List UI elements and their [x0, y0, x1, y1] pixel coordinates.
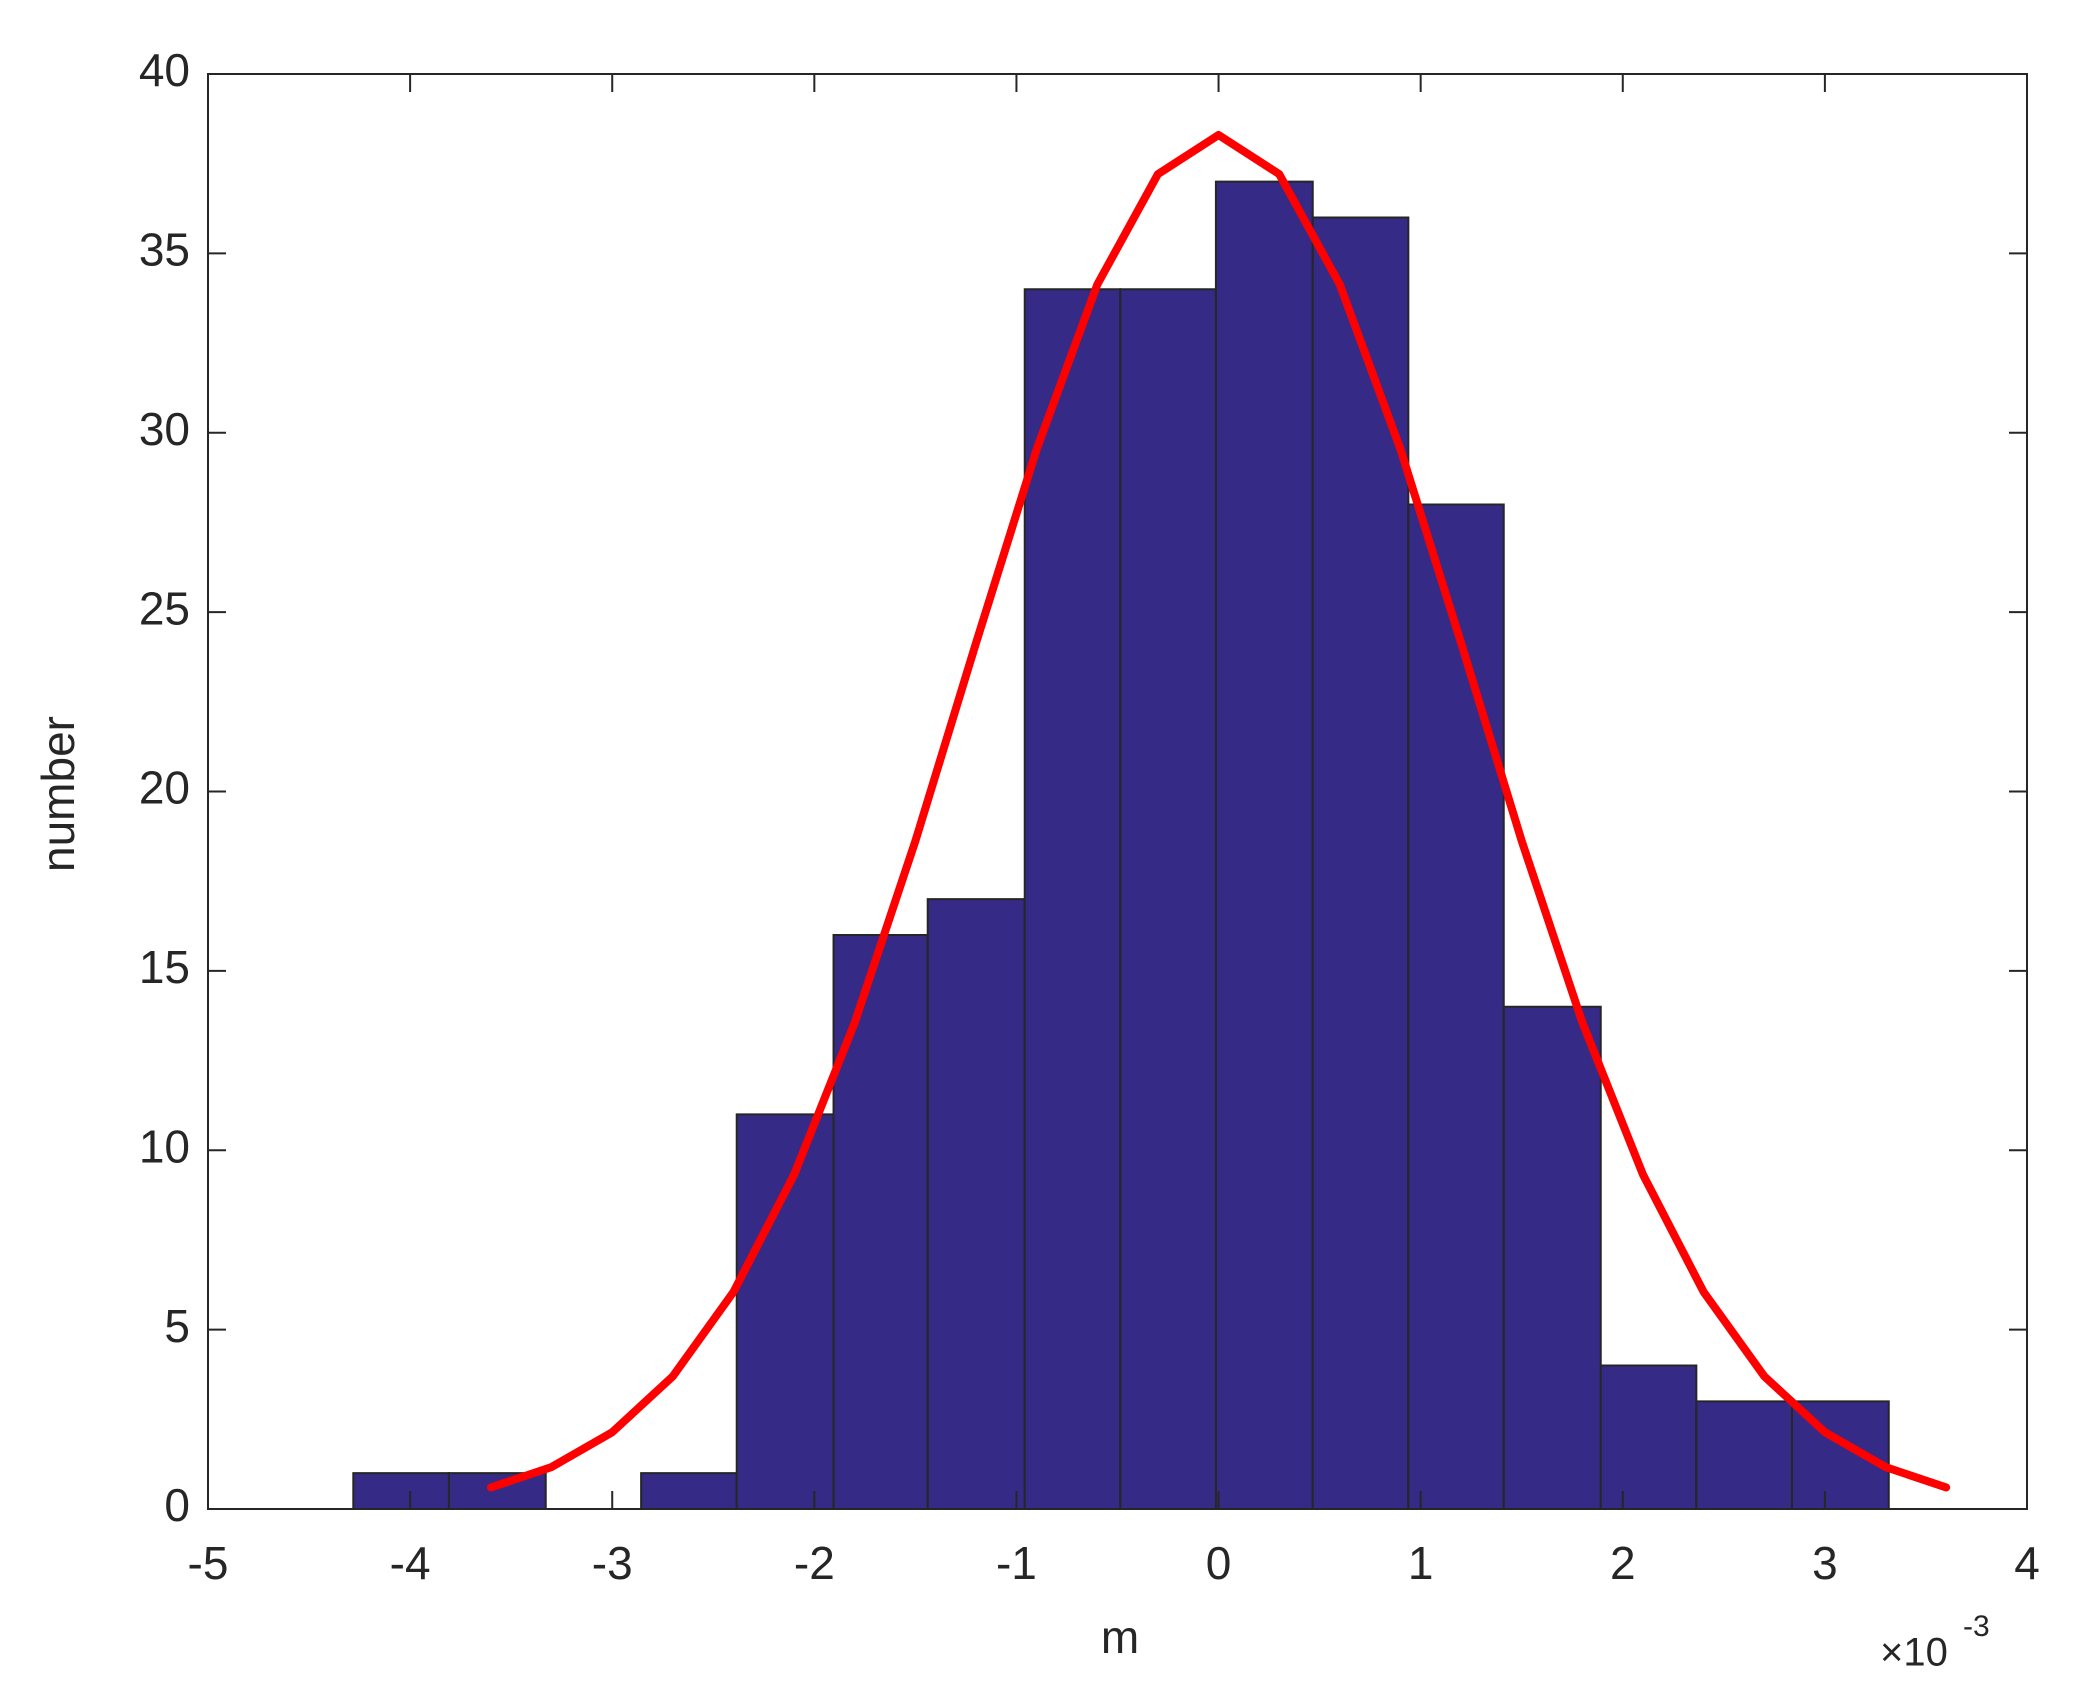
- fit-curve: [486, 130, 1951, 1492]
- bar: [1214, 180, 1314, 1510]
- bar: [447, 1472, 547, 1510]
- bar: [1599, 1364, 1698, 1510]
- bar: [640, 1472, 738, 1510]
- y-tick-label: 15: [139, 941, 190, 993]
- bar: [1311, 216, 1410, 1510]
- x-tick-label: -4: [390, 1537, 431, 1589]
- y-tick-label: 5: [164, 1300, 190, 1352]
- y-tick-label: 25: [139, 582, 190, 634]
- bar: [1695, 1400, 1793, 1510]
- x-tick-label: -2: [794, 1537, 835, 1589]
- bar: [1119, 288, 1217, 1510]
- x-tick-label: -5: [188, 1537, 229, 1589]
- x-exponent: -3: [1963, 1610, 1990, 1643]
- x-tick-label: 1: [1408, 1537, 1434, 1589]
- bar: [735, 1113, 835, 1510]
- x-tick-label: 0: [1206, 1537, 1232, 1589]
- x-multiplier: ×10: [1880, 1631, 1948, 1675]
- x-tick-label: -3: [592, 1537, 633, 1589]
- x-tick-label: 3: [1812, 1537, 1838, 1589]
- x-tick-label: 4: [2014, 1537, 2040, 1589]
- y-axis-label: number: [32, 716, 84, 872]
- y-tick-label: 10: [139, 1120, 190, 1172]
- bar: [832, 934, 929, 1510]
- x-tick-label: 2: [1610, 1537, 1636, 1589]
- y-tick-label: 30: [139, 403, 190, 455]
- y-tick-label: 40: [139, 44, 190, 96]
- y-tick-label: 35: [139, 224, 190, 276]
- bar: [352, 1472, 450, 1510]
- y-tick-label: 20: [139, 762, 190, 814]
- x-axis-label: m: [1101, 1611, 1139, 1663]
- bar: [1023, 288, 1122, 1510]
- x-tick-label: -1: [996, 1537, 1037, 1589]
- bar: [1502, 1005, 1602, 1510]
- y-tick-label: 0: [164, 1479, 190, 1531]
- bar: [1407, 503, 1505, 1510]
- bar: [926, 898, 1026, 1510]
